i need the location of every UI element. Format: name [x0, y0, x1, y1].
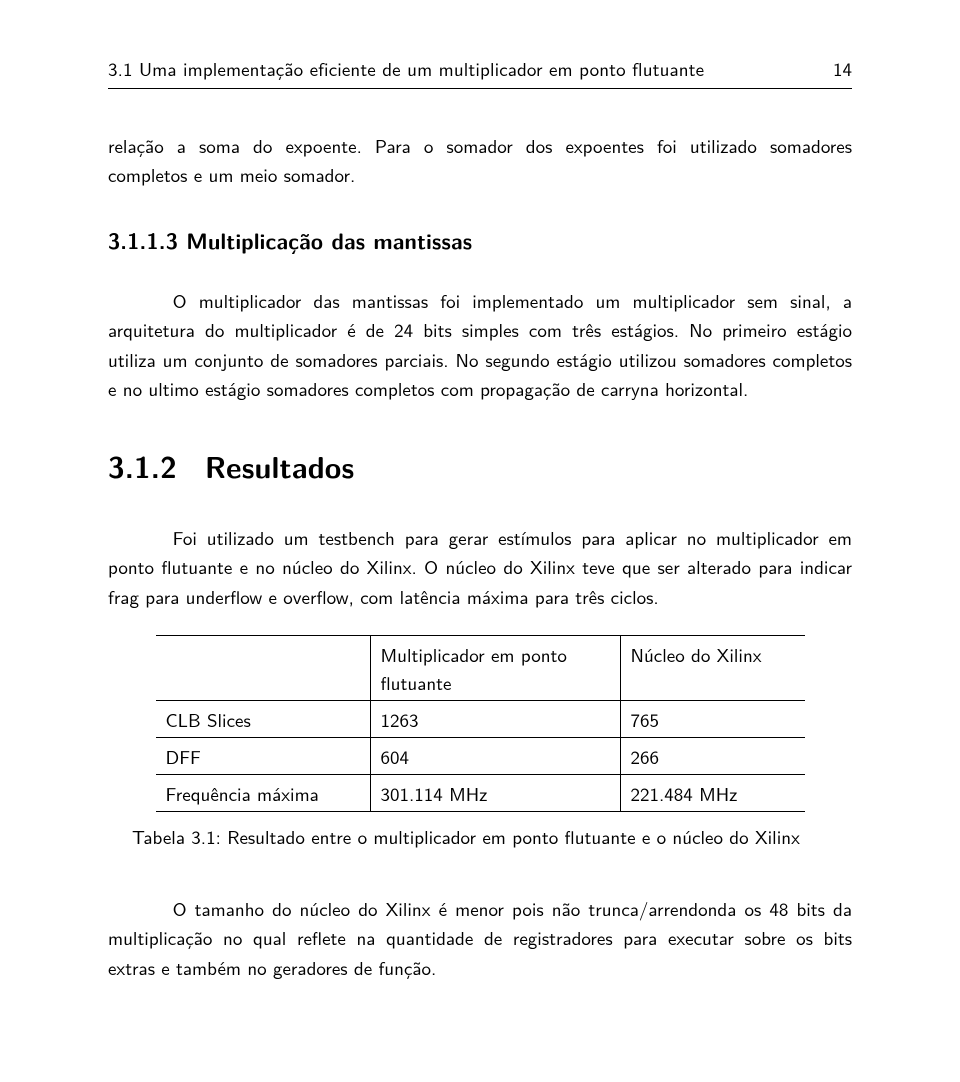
- paragraph-results-1-text: Foi utilizado um testbench para gerar es…: [108, 523, 852, 610]
- table-row: Frequência máxima 301.114 MHz 221.484 MH…: [156, 774, 805, 811]
- table-header-col1-line2: flutuante: [381, 668, 452, 696]
- paragraph-mantissas-text: O multiplicador das mantissas foi implem…: [108, 286, 852, 402]
- table-cell: 221.484 MHz: [620, 774, 805, 811]
- subsection-title: Resultados: [205, 444, 354, 487]
- table-cell: 1263: [370, 700, 620, 737]
- table-row: DFF 604 266: [156, 737, 805, 774]
- running-head-page-number: 14: [833, 54, 852, 82]
- results-table: Multiplicador em ponto flutuante Núcleo …: [156, 635, 805, 812]
- table-cell: 266: [620, 737, 805, 774]
- subsubsection-heading: 3.1.1.3 Multiplicação das mantissas: [108, 224, 852, 256]
- running-head: 3.1 Uma implementação eficiente de um mu…: [108, 54, 852, 89]
- paragraph-results-2: O tamanho do núcleo do Xilinx é menor po…: [108, 894, 852, 982]
- table-cell: 301.114 MHz: [370, 774, 620, 811]
- table-row-label: DFF: [156, 737, 371, 774]
- table-cell: 604: [370, 737, 620, 774]
- page: 3.1 Uma implementação eficiente de um mu…: [0, 0, 960, 1066]
- table-row-label: Frequência máxima: [156, 774, 371, 811]
- paragraph-results-1: Foi utilizado um testbench para gerar es…: [108, 523, 852, 611]
- table-header-col2: Núcleo do Xilinx: [620, 635, 805, 700]
- table-caption: Tabela 3.1: Resultado entre o multiplica…: [108, 822, 852, 850]
- subsection-heading: 3.1.2 Resultados: [108, 444, 852, 487]
- table-header-empty: [156, 635, 371, 700]
- table-header-row: Multiplicador em ponto flutuante Núcleo …: [156, 635, 805, 700]
- paragraph-results-2-text: O tamanho do núcleo do Xilinx é menor po…: [108, 894, 852, 981]
- table-cell: 765: [620, 700, 805, 737]
- subsection-number: 3.1.2: [108, 444, 177, 487]
- running-head-title: 3.1 Uma implementação eficiente de um mu…: [108, 54, 704, 82]
- table-row-label: CLB Slices: [156, 700, 371, 737]
- table-row: CLB Slices 1263 765: [156, 700, 805, 737]
- paragraph-mantissas: O multiplicador das mantissas foi implem…: [108, 286, 852, 404]
- table-header-col1: Multiplicador em ponto flutuante: [370, 635, 620, 700]
- table-header-col1-line1: Multiplicador em ponto: [381, 640, 567, 668]
- paragraph-intro: relação a soma do expoente. Para o somad…: [108, 131, 852, 190]
